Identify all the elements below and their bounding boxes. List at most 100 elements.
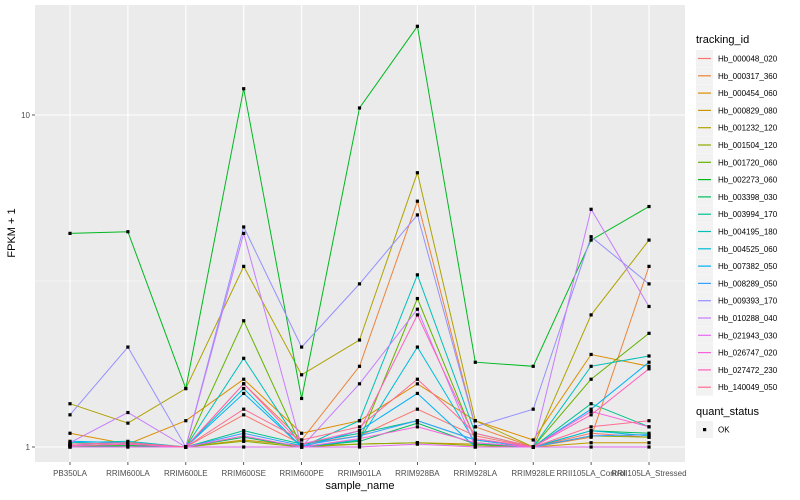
data-point [126,445,130,449]
data-point [589,352,593,357]
data-point [647,419,651,423]
data-point [589,402,593,406]
data-point [357,434,362,438]
legend-color-title: tracking_id [696,34,749,46]
data-point [242,429,246,433]
data-point [357,429,362,433]
x-tick-label: RRIM928LA [454,469,498,478]
data-point [300,345,304,349]
data-point [126,421,130,425]
x-tick-label: RRIM600LA [106,469,150,478]
data-point [300,438,304,442]
legend-label: Hb_001720_060 [718,158,778,167]
data-point [357,436,362,441]
legend-label: Hb_004195_180 [718,228,778,237]
data-point [589,434,593,438]
data-point [242,407,246,411]
y-axis-title: FPKM + 1 [6,208,18,257]
data-point [589,441,593,445]
data-point [242,413,246,417]
data-point [300,373,304,377]
legend-label: OK [718,426,730,435]
data-point [473,445,477,449]
data-point [184,419,188,423]
data-point [473,419,477,423]
data-point [647,354,651,358]
data-point [589,364,593,368]
data-point [357,338,362,342]
data-point [415,313,419,317]
data-point [357,282,362,286]
data-point [415,213,419,217]
data-point [531,407,535,411]
data-point [126,410,130,415]
x-axis: PB350LA RRIM600LA RRIM600LE RRIM600SE RRIM60… [53,462,687,478]
data-point [68,413,72,417]
legend-label: Hb_004525_060 [718,245,778,254]
legend-label: Hb_002273_060 [718,176,778,185]
data-point [531,438,535,442]
data-point [647,304,651,309]
data-point [589,407,593,411]
data-point [242,431,246,435]
data-point [473,425,477,429]
data-point [242,382,246,386]
data-point [531,445,535,449]
data-point [242,87,246,91]
data-point [415,407,419,411]
data-point [473,434,477,438]
data-point [415,377,419,381]
legend-label: Hb_001232_120 [718,124,778,133]
legend-label: Hb_000317_360 [718,72,778,81]
legend-label: Hb_001504_120 [718,141,778,150]
legend-label: Hb_000454_060 [718,89,778,98]
data-point [357,445,362,449]
x-tick-label: PB350LA [53,469,87,478]
y-tick-label: 1 [26,443,31,452]
data-point [126,441,130,445]
x-tick-label: RRII105LA_Stressed [611,469,686,478]
x-tick-label: RRIM928LE [511,469,555,478]
data-point [473,431,477,435]
data-point [242,434,246,438]
data-point [242,386,246,391]
x-tick-label: RRIM600SE [221,469,265,478]
data-point [589,429,593,433]
data-point [647,204,651,209]
data-point [242,377,246,381]
data-point [531,364,535,368]
data-point [647,367,651,371]
x-tick-label: RRII105LA_Control [556,469,626,478]
data-point [242,231,246,235]
data-point [184,386,188,391]
data-point [300,445,304,449]
legend-label: Hb_003398_030 [718,193,778,202]
legend-label: Hb_140049_050 [718,383,778,392]
data-point [473,441,477,445]
data-point [357,382,362,386]
data-point [357,442,362,446]
data-point [242,439,246,443]
data-point [126,345,130,349]
data-point [589,235,593,239]
data-point [415,391,419,396]
data-point [589,431,593,435]
series-points [68,24,651,449]
data-point [473,436,477,441]
data-point [242,319,246,323]
data-point [647,432,651,437]
legend-label: Hb_003994_170 [718,210,778,219]
data-point [300,442,304,446]
data-point [184,445,188,449]
data-point [68,402,72,406]
data-point [242,391,246,396]
data-point [415,199,419,203]
y-tick-label: 10 [21,111,30,120]
x-axis-title: sample_name [325,480,394,492]
x-tick-label: RRIM928BA [395,469,440,478]
data-point [589,445,593,449]
data-point [589,409,593,414]
data-point [589,377,593,381]
data-point [589,425,593,429]
